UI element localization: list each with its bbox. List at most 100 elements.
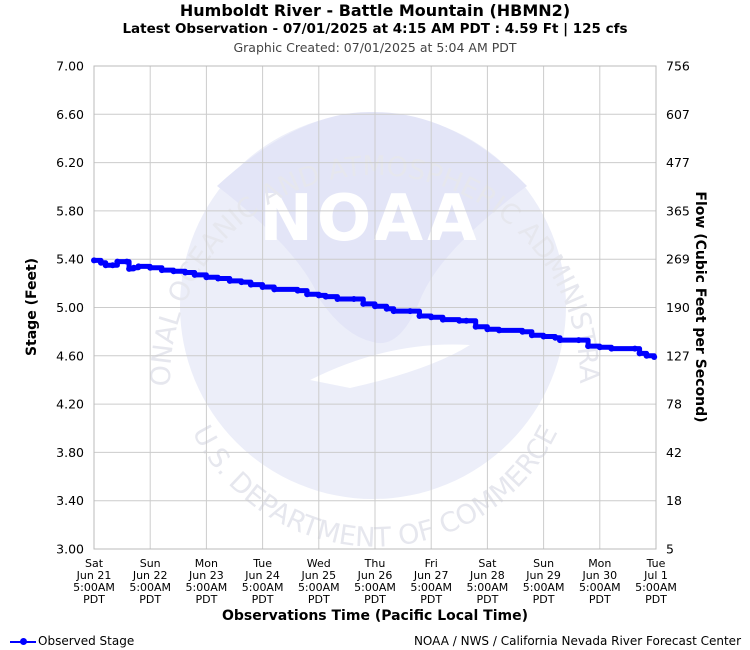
data-point [203,274,210,281]
data-point [463,317,470,324]
x-tick-label: Jun 21 [76,569,112,582]
data-point [322,293,329,300]
y-tick-label: 5.00 [56,300,84,315]
legend-swatch-observed-stage [10,636,36,648]
chart-title: Humboldt River - Battle Mountain (HBMN2) [179,1,571,20]
data-point [238,279,245,286]
y-tick-label: 4.20 [56,397,84,412]
y2-tick-label: 18 [666,493,682,508]
data-point [484,326,491,333]
credit-text: NOAA / NWS / California Nevada River For… [413,634,741,648]
data-point [126,265,133,272]
noaa-watermark-logo: NOAA NATIONAL OCEANIC AND ATMOSPHERIC AD… [0,0,604,554]
data-point [540,333,547,340]
data-point [528,332,535,339]
x-tick-label: 5:00AM [410,581,452,594]
x-tick-label: Sat [85,557,104,570]
x-tick-label: Wed [307,557,331,570]
data-point [407,308,414,315]
x-tick-label: Jun 25 [300,569,336,582]
x-tick-label: PDT [195,593,217,606]
data-point [259,284,266,290]
y-tick-label: 5.80 [56,203,84,218]
x-tick-label: PDT [645,593,667,606]
y2-tick-label: 42 [666,445,682,460]
graphic-created: Graphic Created: 07/01/2025 at 5:04 AM P… [233,40,517,55]
x-tick-label: 5:00AM [635,581,677,594]
x-tick-label: Jun 26 [357,569,393,582]
x-tick-label: PDT [476,593,498,606]
x-tick-label: Jun 23 [188,569,224,582]
data-point [390,308,397,315]
data-point [643,352,650,359]
y2-tick-label: 269 [666,252,690,267]
data-point [496,327,503,334]
data-point [350,296,357,302]
data-point [575,337,582,344]
data-point [372,303,378,310]
data-point [130,264,137,271]
y2-tick-label: 190 [666,300,690,315]
y-axis-label: Stage (Feet) [24,258,40,356]
x-tick-label: PDT [308,593,330,606]
data-point [416,313,423,319]
x-tick-label: 5:00AM [73,581,115,594]
x-tick-label: PDT [364,593,386,606]
x-tick-label: PDT [589,593,611,606]
x-tick-label: Jun 27 [413,569,449,582]
y2-tick-label: 365 [666,203,690,218]
legend: Observed Stage [10,634,134,648]
x-tick-label: Sat [478,557,497,570]
data-point [519,328,526,335]
data-point [428,314,435,321]
x-tick-label: Jun 28 [469,569,505,582]
x-tick-label: Sun [140,557,161,570]
x-tick-label: Jun 30 [581,569,617,582]
y2-tick-label: 607 [666,107,690,122]
data-point [182,269,189,276]
y-tick-label: 3.80 [56,445,84,460]
data-point [557,337,563,344]
y2-tick-label: 5 [666,542,674,557]
x-tick-label: PDT [252,593,274,606]
y-tick-label: 3.00 [56,542,84,557]
y2-tick-label: 127 [666,348,690,363]
data-point [315,292,322,299]
x-tick-label: 5:00AM [523,581,565,594]
data-point [226,277,233,284]
data-point [102,262,109,269]
x-tick-label: Jun 24 [244,569,280,582]
latest-observation: Latest Observation - 07/01/2025 at 4:15 … [122,21,628,37]
data-point [636,350,643,357]
noaa-wordmark: NOAA [259,182,480,256]
data-point [215,275,222,282]
y-tick-label: 6.20 [56,155,84,170]
data-point [135,263,142,270]
y-tick-label: 3.40 [56,493,84,508]
x-tick-label: 5:00AM [579,581,621,594]
data-point [91,257,97,264]
x-tick-label: 5:00AM [298,581,340,594]
y-axis-right-ticks: 5 18 42 78 127 190 269 365 477 607 756 [666,59,690,557]
x-tick-label: Jun 22 [132,569,168,582]
y-tick-label: 5.40 [56,252,84,267]
noaa-emblem-bird [217,111,527,344]
legend-label: Observed Stage [38,634,135,648]
data-point [439,316,446,323]
data-point [552,334,559,341]
data-point [294,287,301,294]
x-axis-label: Observations Time (Pacific Local Time) [222,608,528,624]
data-point [585,343,592,350]
x-tick-label: PDT [139,593,161,606]
x-tick-label: Tue [646,557,666,570]
data-point [360,300,367,307]
y2-tick-label: 78 [666,397,682,412]
data-point [596,344,603,351]
y-tick-label: 4.60 [56,348,84,363]
x-tick-label: PDT [83,593,105,606]
x-tick-label: 5:00AM [186,581,228,594]
data-point [472,323,479,330]
x-tick-label: Mon [195,557,218,570]
